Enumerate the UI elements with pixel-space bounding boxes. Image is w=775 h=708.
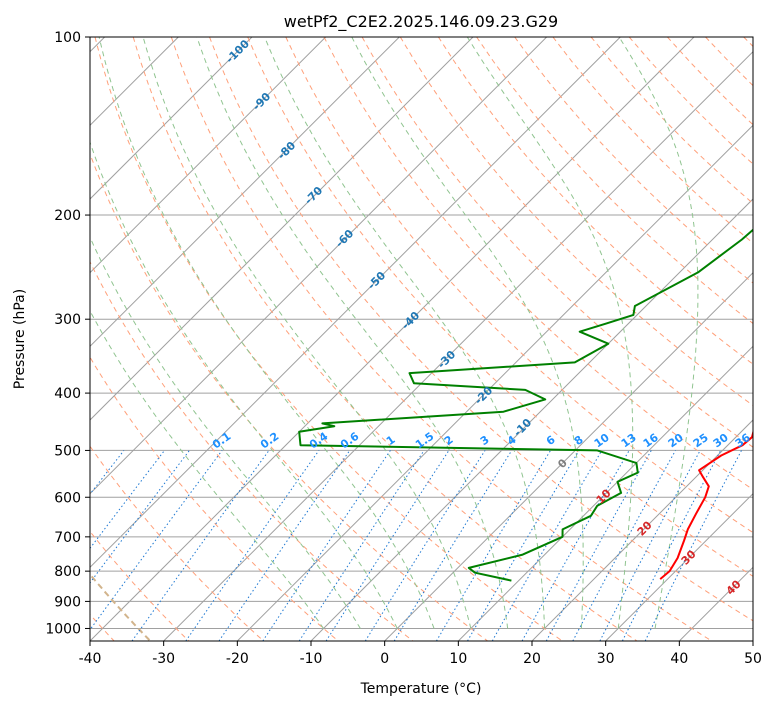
mixing-ratio-line	[325, 450, 450, 641]
isotherm-line	[90, 37, 695, 641]
isotherm-line	[90, 37, 474, 421]
y-tick-label: 400	[54, 386, 81, 402]
y-tick-label: 500	[54, 443, 81, 459]
moist-adiabat-line	[98, 37, 435, 629]
chart-title: wetPf2_C2E2.2025.146.09.23.G29	[284, 12, 558, 32]
mixing-ratio-line	[131, 450, 270, 641]
dry-adiabat-line	[90, 356, 339, 641]
x-tick-label: -30	[152, 651, 175, 667]
mixing-ratio-line	[393, 450, 513, 641]
y-tick-label: 800	[54, 564, 81, 580]
mixing-ratio-line	[90, 450, 165, 550]
y-tick-label: 1000	[45, 621, 81, 637]
mixing-ratio-line	[644, 450, 742, 641]
x-tick-label: 30	[597, 651, 615, 667]
x-tick-label: -40	[79, 651, 102, 667]
moist-adiabat-line	[90, 140, 398, 629]
y-tick-label: 700	[54, 530, 81, 546]
dry-adiabat-line	[399, 37, 753, 407]
dry-adiabat-line	[132, 37, 638, 641]
series-lines	[298, 228, 753, 582]
isotherm-line	[457, 345, 753, 641]
moist-adiabat-line	[264, 37, 545, 629]
dry-adiabat-line	[361, 37, 753, 448]
x-axis-label: Temperature (°C)	[360, 681, 482, 697]
mixing-ratio-line	[90, 450, 223, 631]
moist-adiabat-line	[90, 236, 361, 629]
y-tick-label: 900	[54, 594, 81, 610]
dry-adiabat-line	[90, 152, 488, 641]
isotherm-line	[90, 37, 327, 274]
dry-adiabat-line	[170, 37, 712, 641]
dewpoint-profile-line	[298, 228, 753, 582]
isotherm-line	[90, 37, 548, 495]
mixing-ratio-line	[545, 450, 652, 641]
isotherm-line	[310, 198, 753, 641]
isotherm-line	[90, 37, 253, 200]
mixing-ratio-line	[621, 450, 722, 641]
isotherm-line	[236, 124, 753, 641]
x-tick-label: 0	[380, 651, 389, 667]
y-axis: 100 200 300 400 500 600 700 800 900 1000	[45, 30, 90, 637]
isotherm-line	[90, 37, 621, 569]
x-tick-label: 40	[670, 651, 688, 667]
y-tick-label: 600	[54, 490, 81, 506]
isotherm-line	[163, 50, 753, 641]
y-tick-label: 200	[54, 208, 81, 224]
temperature-profile-line	[659, 429, 753, 580]
mixing-ratio-line	[218, 450, 351, 641]
moist-adiabat-line	[351, 37, 584, 629]
dry-adiabat-line	[94, 37, 563, 641]
dry-adiabat-line	[209, 37, 753, 622]
x-axis: -40 -30 -20 -10 0 10 20 30 40 50	[79, 641, 762, 667]
mixing-ratio-line	[298, 450, 425, 641]
mixing-ratio-line	[521, 450, 630, 641]
x-tick-label: -10	[300, 651, 323, 667]
dry-adiabat-line	[323, 37, 753, 491]
moist-adiabat-line	[196, 37, 509, 629]
x-tick-label: -20	[226, 651, 249, 667]
dry-adiabat-line	[90, 445, 264, 641]
mixing-ratio-line	[262, 450, 391, 641]
mixing-ratio-line	[185, 450, 320, 641]
isotherm-line	[384, 271, 753, 641]
y-tick-label: 300	[54, 312, 81, 328]
x-tick-label: 10	[449, 651, 467, 667]
mixing-ratio-line	[572, 450, 676, 641]
x-tick-label: 20	[523, 651, 541, 667]
plot-frame	[89, 36, 754, 642]
isotherm-line	[90, 37, 400, 348]
dry-adiabat-line	[247, 37, 753, 577]
plot-background	[90, 37, 753, 641]
y-tick-label: 100	[54, 30, 81, 46]
moist-adiabat-line	[618, 37, 699, 629]
y-axis-label: Pressure (hPa)	[12, 289, 28, 389]
x-tick-label: 50	[744, 651, 762, 667]
isotherm-line	[605, 492, 753, 641]
mixing-ratio-line	[90, 450, 190, 584]
isotherm-line	[531, 419, 753, 641]
